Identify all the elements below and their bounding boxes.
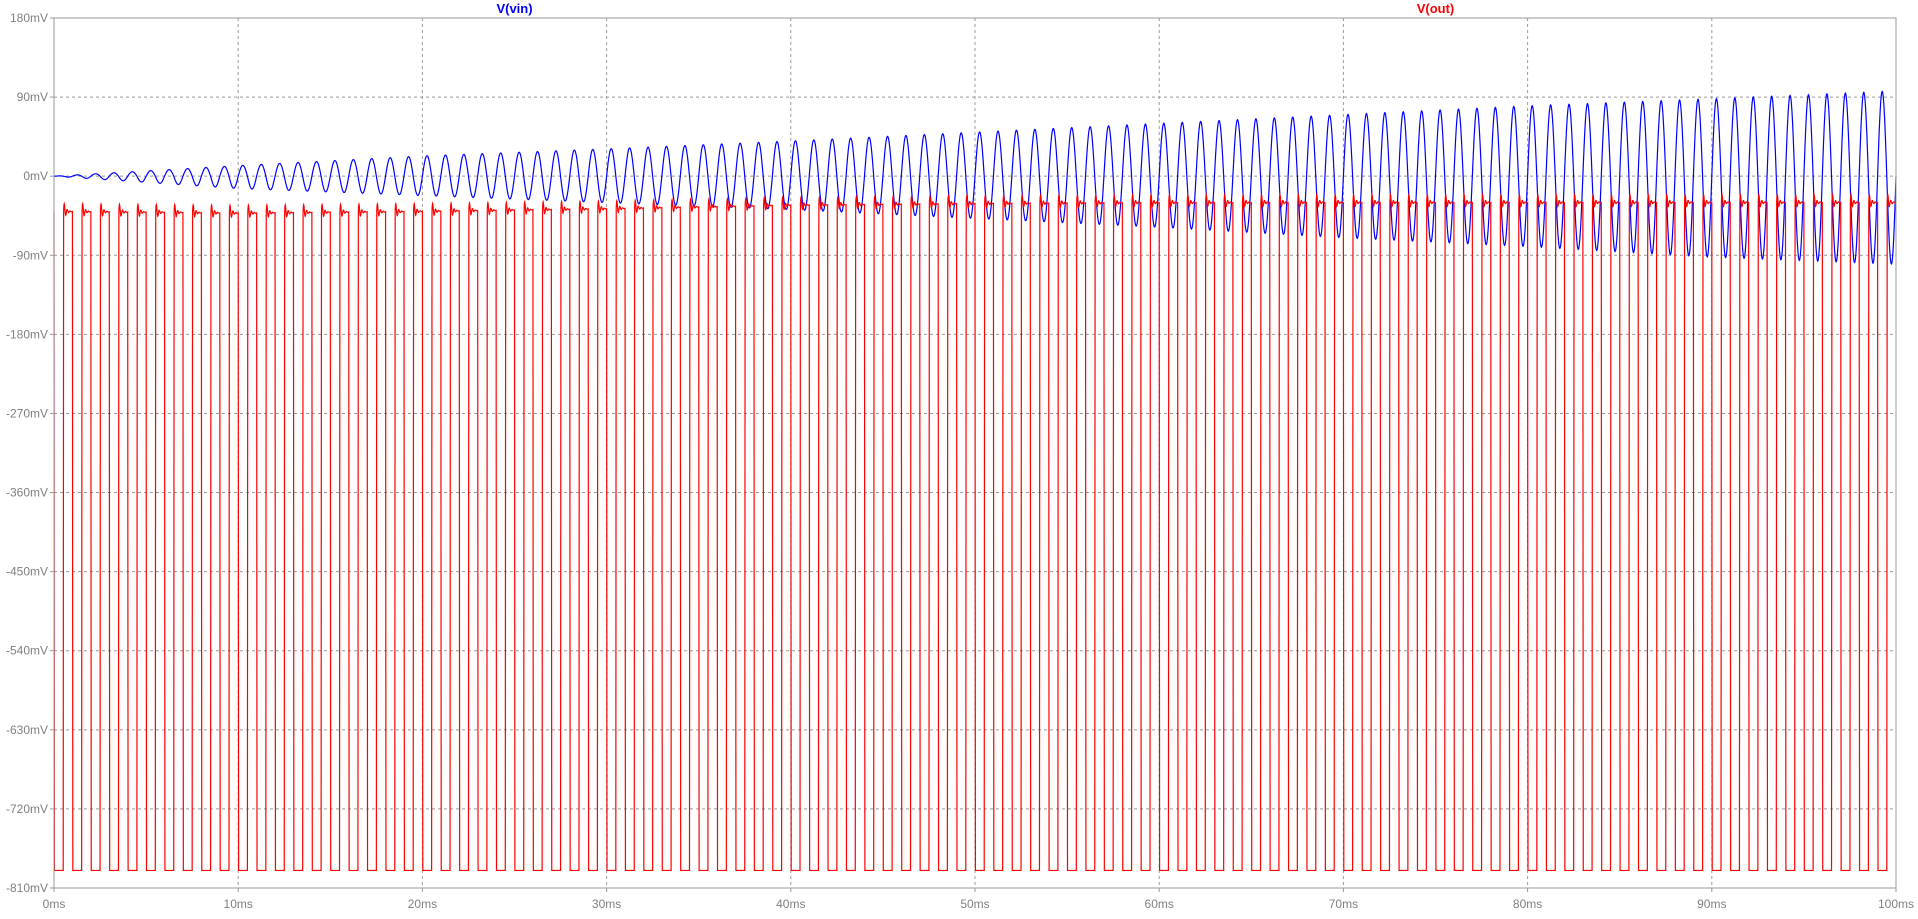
x-tick-label: 0ms <box>43 897 66 911</box>
series-v-out-line <box>53 192 1897 872</box>
y-tick-label: -90mV <box>13 248 48 262</box>
y-tick-label: -630mV <box>6 723 48 737</box>
y-tick-label: 0mV <box>23 169 48 183</box>
legend-v-out: V(out) <box>1417 1 1455 16</box>
x-tick-label: 90ms <box>1697 897 1726 911</box>
x-tick-label: 70ms <box>1329 897 1358 911</box>
x-tick-label: 40ms <box>776 897 805 911</box>
x-axis: 0ms 10ms 20ms 30ms 40ms 50ms 60ms 70ms 80ms 90ms 1… <box>43 888 1914 911</box>
y-tick-label: -720mV <box>6 802 48 816</box>
x-tick-label: 80ms <box>1513 897 1542 911</box>
x-tick-label: 50ms <box>960 897 989 911</box>
y-tick-label: -180mV <box>6 327 48 341</box>
traces <box>53 90 1897 872</box>
y-tick-label: -810mV <box>6 881 48 895</box>
legend-v-vin: V(vin) <box>496 1 532 16</box>
y-tick-label: -450mV <box>6 565 48 579</box>
y-tick-label: 180mV <box>10 11 48 25</box>
series-v-vin-line <box>54 90 1897 265</box>
x-tick-label: 60ms <box>1145 897 1174 911</box>
x-tick-label: 100ms <box>1878 897 1914 911</box>
y-axis: 180mV 90mV 0mV -90mV -180mV -270mV -360mV -450m… <box>6 11 54 895</box>
x-tick-label: 10ms <box>224 897 253 911</box>
y-tick-label: 90mV <box>17 90 48 104</box>
legend: V(vin) V(out) <box>496 1 1454 16</box>
y-tick-label: -270mV <box>6 406 48 420</box>
x-tick-label: 20ms <box>408 897 437 911</box>
x-tick-label: 30ms <box>592 897 621 911</box>
y-tick-label: -540mV <box>6 644 48 658</box>
y-tick-label: -360mV <box>6 486 48 500</box>
